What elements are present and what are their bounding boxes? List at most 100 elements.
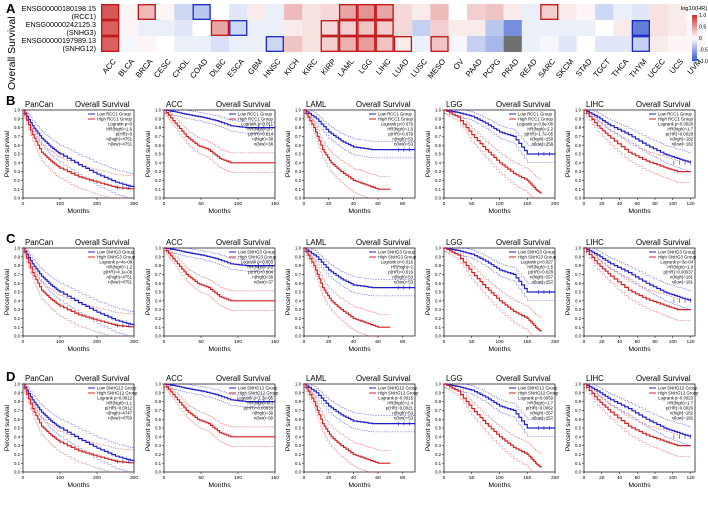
y-tick-label: 0.8 [295, 263, 302, 268]
heatmap-cell [192, 4, 211, 20]
y-tick-label: 1.0 [14, 382, 21, 387]
heatmap-cell [210, 20, 230, 36]
x-tick-label: 0 [163, 475, 166, 481]
plot-title: ACC [166, 374, 183, 383]
high-ci-lower [23, 387, 134, 473]
heatmap-cancer-label: STAD [574, 57, 594, 79]
x-tick-label: 60 [375, 201, 381, 207]
heatmap-cancer-label: COAD [188, 57, 210, 80]
heatmap-cell [595, 36, 614, 52]
survival-plot: LGG Overall Survival 1.0 0.9 0.8 0.7 0.6 0.5 0.4… [425, 100, 559, 215]
heatmap-cell [540, 4, 559, 20]
low-group-curve [304, 383, 415, 425]
x-axis-label: Months [348, 482, 371, 489]
y-tick-label: 0.6 [155, 281, 162, 286]
x-tick-label: 300 [130, 201, 138, 207]
heatmap-cell [375, 36, 394, 52]
y-tick-label: 0.0 [435, 196, 442, 201]
heatmap-cell [155, 36, 175, 52]
x-tick-label: 40 [351, 475, 357, 481]
high-ci-upper [444, 383, 542, 454]
y-tick-label: 0.6 [155, 143, 162, 148]
y-tick-label: 0.3 [14, 307, 21, 312]
low-ci-upper [304, 383, 415, 416]
legend-gradient-step [692, 54, 697, 57]
low-group-curve [164, 109, 275, 129]
y-tick-label: 0.5 [295, 426, 302, 431]
y-tick-label: 0.9 [575, 254, 582, 259]
x-tick-label: 0 [303, 339, 306, 345]
x-tick-label: 150 [271, 339, 279, 345]
heatmap-cell [375, 20, 394, 36]
heatmap-cell [576, 20, 596, 36]
y-tick-label: 0.6 [295, 143, 302, 148]
heatmap-cell [613, 4, 632, 20]
y-tick-label: 0.7 [575, 408, 582, 413]
heatmap-cell [485, 4, 504, 20]
heatmap-cell [613, 20, 632, 36]
heatmap-cancer-label: PCPG [481, 57, 502, 80]
heatmap-cell [631, 20, 650, 36]
heatmap-cell [357, 36, 376, 52]
stat-line: Logrank p=0.027 [521, 260, 554, 265]
stat-line: n(low)=182 [672, 416, 694, 421]
y-tick-label: 0.0 [295, 334, 302, 339]
heatmap-legend-title: log10(HR) [681, 6, 707, 12]
y-axis-label: Percent survival [565, 130, 572, 177]
y-tick-label: 0.1 [575, 325, 582, 330]
heatmap-cell [558, 20, 577, 36]
x-tick-label: 0 [443, 201, 446, 207]
heatmap-cell [284, 20, 303, 36]
legend-high-label: High SNHG3 Group [378, 255, 417, 260]
heatmap-cancer-label: KIRC [300, 57, 319, 77]
legend-high-label: High SNHG12 Group [518, 391, 559, 396]
legend-low-label: Low RCC1 Group [97, 112, 132, 117]
y-tick-label: 0.8 [575, 399, 582, 404]
plot-subtitle: Overall Survival [216, 374, 271, 383]
heatmap-legend-tick: -0.5 [699, 48, 708, 54]
survival-plot: LIHC Overall Survival 1.0 0.9 0.8 0.7 0.6 0.5 0.… [565, 238, 697, 353]
heatmap-cell [229, 20, 248, 36]
y-tick-label: 0.8 [435, 399, 442, 404]
heatmap-cell [430, 20, 449, 36]
y-tick-label: 0.9 [14, 390, 21, 395]
stat-line: HR(high)=2.2 [527, 127, 553, 132]
stat-line: HR(high)=2.7 [247, 127, 273, 132]
y-tick-label: 0.8 [14, 125, 21, 130]
x-tick-label: 0 [583, 475, 586, 481]
heatmap-cell [650, 4, 669, 20]
high-group-curve [304, 383, 391, 464]
y-tick-label: 0.1 [295, 187, 302, 192]
legend-low-label: Low SNHG3 Group [518, 250, 556, 255]
x-tick-label: 60 [635, 475, 641, 481]
low-group-curve [23, 247, 135, 326]
y-tick-label: 0.2 [295, 316, 302, 321]
y-tick-label: 1.0 [155, 382, 162, 387]
y-tick-label: 0.2 [14, 316, 21, 321]
x-tick-label: 40 [351, 339, 357, 345]
legend-low-label: Low SNHG3 Group [378, 250, 416, 255]
x-tick-label: 80 [652, 475, 658, 481]
x-tick-label: 100 [495, 475, 503, 481]
low-group-curve [584, 383, 692, 437]
y-tick-label: 0.8 [435, 125, 442, 130]
heatmap-cancer-label: MESO [426, 57, 448, 80]
x-tick-label: 50 [469, 201, 475, 207]
heatmap-cell [192, 20, 211, 36]
x-tick-label: 0 [163, 339, 166, 345]
low-ci-upper [304, 109, 415, 142]
heatmap-cancer-label: THCA [610, 56, 631, 79]
plot-title: PanCan [25, 100, 53, 109]
y-tick-label: 0.8 [14, 263, 21, 268]
stat-line: p(HR)=0.079 [388, 132, 413, 137]
heatmap-cell [393, 20, 413, 36]
y-axis-label: Percent survival [4, 130, 11, 177]
x-axis-label: Months [208, 208, 231, 215]
x-tick-label: 40 [617, 339, 623, 345]
y-tick-label: 0.1 [14, 461, 21, 466]
heatmap-sig-box [192, 4, 211, 20]
legend-gradient-step [692, 19, 697, 23]
legend-gradient-step [692, 58, 697, 62]
y-axis-label: Percent survival [4, 404, 11, 451]
heatmap-cell [101, 20, 120, 36]
